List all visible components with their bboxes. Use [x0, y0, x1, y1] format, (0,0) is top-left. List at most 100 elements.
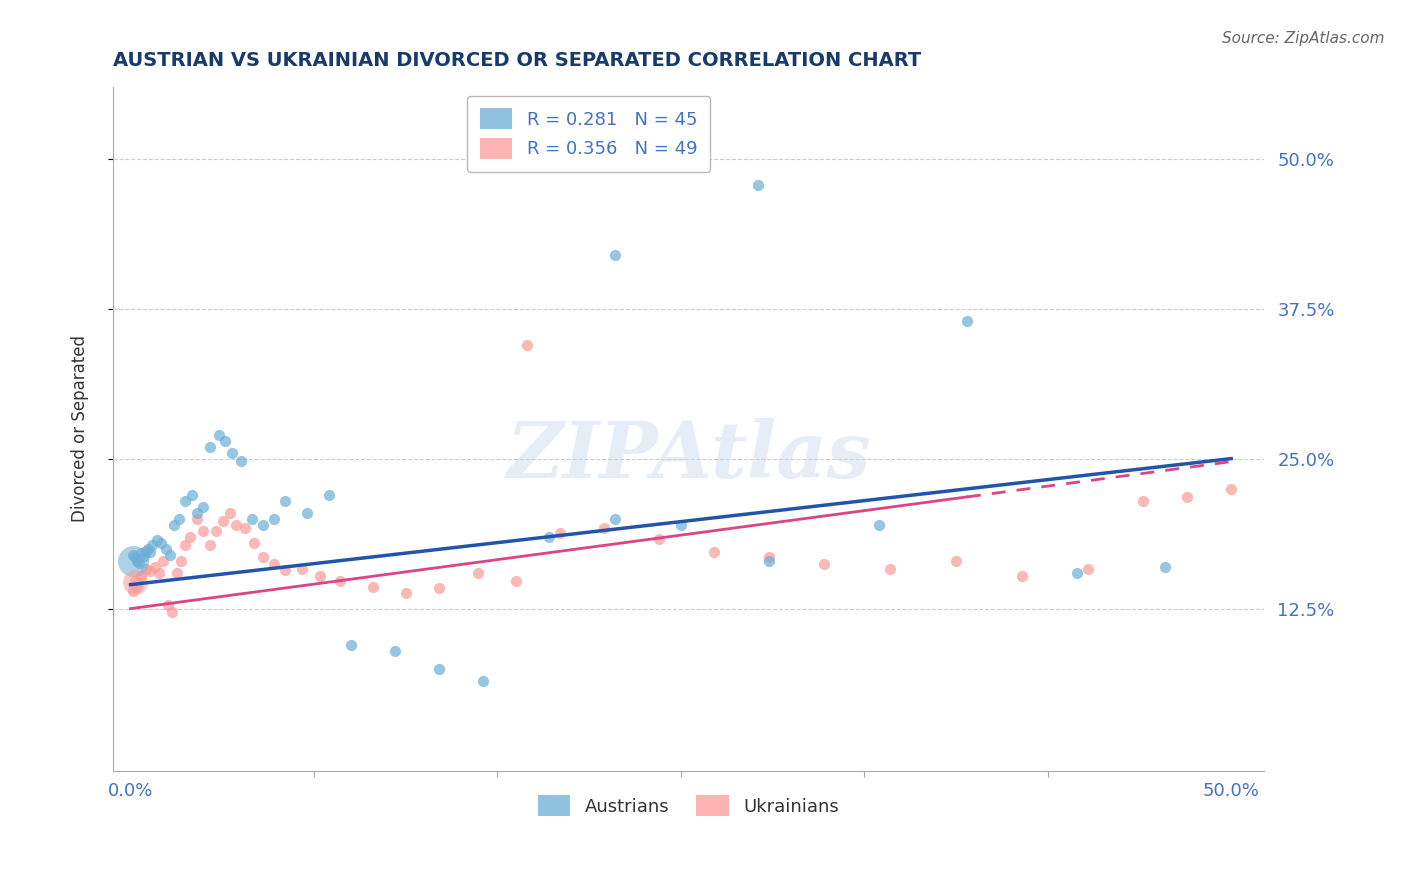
Point — [1175, 490, 1198, 504]
Point — [329, 574, 352, 588]
Point — [141, 538, 163, 552]
Point — [252, 549, 274, 564]
Point — [125, 554, 148, 568]
Point — [263, 558, 285, 572]
Point — [868, 517, 890, 532]
Point — [945, 554, 967, 568]
Point — [143, 559, 166, 574]
Point — [240, 511, 263, 525]
Point — [273, 563, 295, 577]
Point — [135, 544, 157, 558]
Point — [135, 562, 157, 576]
Point — [516, 337, 538, 351]
Point — [163, 517, 186, 532]
Point — [218, 506, 240, 520]
Text: Source: ZipAtlas.com: Source: ZipAtlas.com — [1222, 31, 1385, 46]
Point — [124, 575, 146, 590]
Point — [1132, 493, 1154, 508]
Point — [150, 535, 173, 549]
Point — [308, 569, 330, 583]
Point — [156, 598, 179, 612]
Point — [121, 548, 143, 562]
Point — [703, 545, 725, 559]
Point — [125, 580, 148, 594]
Point — [212, 514, 235, 528]
Text: AUSTRIAN VS UKRAINIAN DIVORCED OR SEPARATED CORRELATION CHART: AUSTRIAN VS UKRAINIAN DIVORCED OR SEPARA… — [112, 51, 921, 70]
Point — [956, 313, 979, 327]
Point — [166, 566, 188, 580]
Point — [174, 538, 197, 552]
Point — [132, 549, 155, 563]
Point — [669, 517, 692, 532]
Point — [592, 521, 614, 535]
Point — [198, 440, 221, 454]
Point — [170, 554, 193, 568]
Point — [263, 511, 285, 525]
Point — [148, 566, 170, 580]
Point — [603, 511, 626, 525]
Point — [427, 581, 450, 595]
Point — [471, 673, 494, 688]
Point — [318, 488, 340, 502]
Point — [1011, 569, 1033, 583]
Point — [361, 580, 384, 594]
Point — [252, 517, 274, 532]
Point — [191, 500, 214, 514]
Point — [291, 562, 314, 576]
Point — [167, 511, 190, 525]
Point — [155, 541, 177, 556]
Point — [758, 549, 780, 564]
Point — [198, 538, 221, 552]
Point — [181, 488, 204, 502]
Point — [1154, 559, 1177, 574]
Point — [124, 574, 146, 588]
Point — [121, 583, 143, 598]
Point — [159, 548, 181, 562]
Point — [131, 546, 153, 560]
Point — [136, 541, 159, 556]
Point — [427, 662, 450, 676]
Point — [603, 247, 626, 261]
Point — [548, 526, 571, 541]
Point — [186, 511, 208, 525]
Point — [233, 521, 256, 535]
Point — [139, 565, 162, 579]
Point — [1066, 566, 1088, 580]
Point — [131, 569, 153, 583]
Y-axis label: Divorced or Separated: Divorced or Separated — [72, 335, 89, 522]
Point — [221, 445, 243, 459]
Point — [242, 535, 264, 549]
Point — [295, 506, 318, 520]
Point — [648, 532, 671, 546]
Point — [758, 554, 780, 568]
Point — [467, 566, 489, 580]
Point — [174, 493, 197, 508]
Point — [186, 506, 208, 520]
Point — [139, 545, 162, 559]
Point — [128, 556, 150, 570]
Point — [121, 554, 143, 568]
Point — [152, 554, 174, 568]
Point — [162, 605, 184, 619]
Point — [229, 454, 252, 468]
Point — [339, 638, 361, 652]
Point — [537, 530, 560, 544]
Point — [395, 586, 418, 600]
Point — [813, 558, 835, 572]
Point — [1077, 562, 1099, 576]
Point — [207, 427, 229, 442]
Text: ZIPAtlas: ZIPAtlas — [506, 417, 870, 494]
Legend: Austrians, Ukrainians: Austrians, Ukrainians — [530, 788, 846, 823]
Point — [179, 530, 201, 544]
Point — [146, 533, 169, 548]
Point — [879, 562, 901, 576]
Point — [214, 434, 236, 448]
Point — [747, 178, 769, 192]
Point — [273, 493, 295, 508]
Point — [191, 524, 214, 538]
Point — [1220, 482, 1243, 496]
Point — [225, 517, 247, 532]
Point — [384, 643, 406, 657]
Point — [205, 524, 228, 538]
Point — [505, 574, 527, 588]
